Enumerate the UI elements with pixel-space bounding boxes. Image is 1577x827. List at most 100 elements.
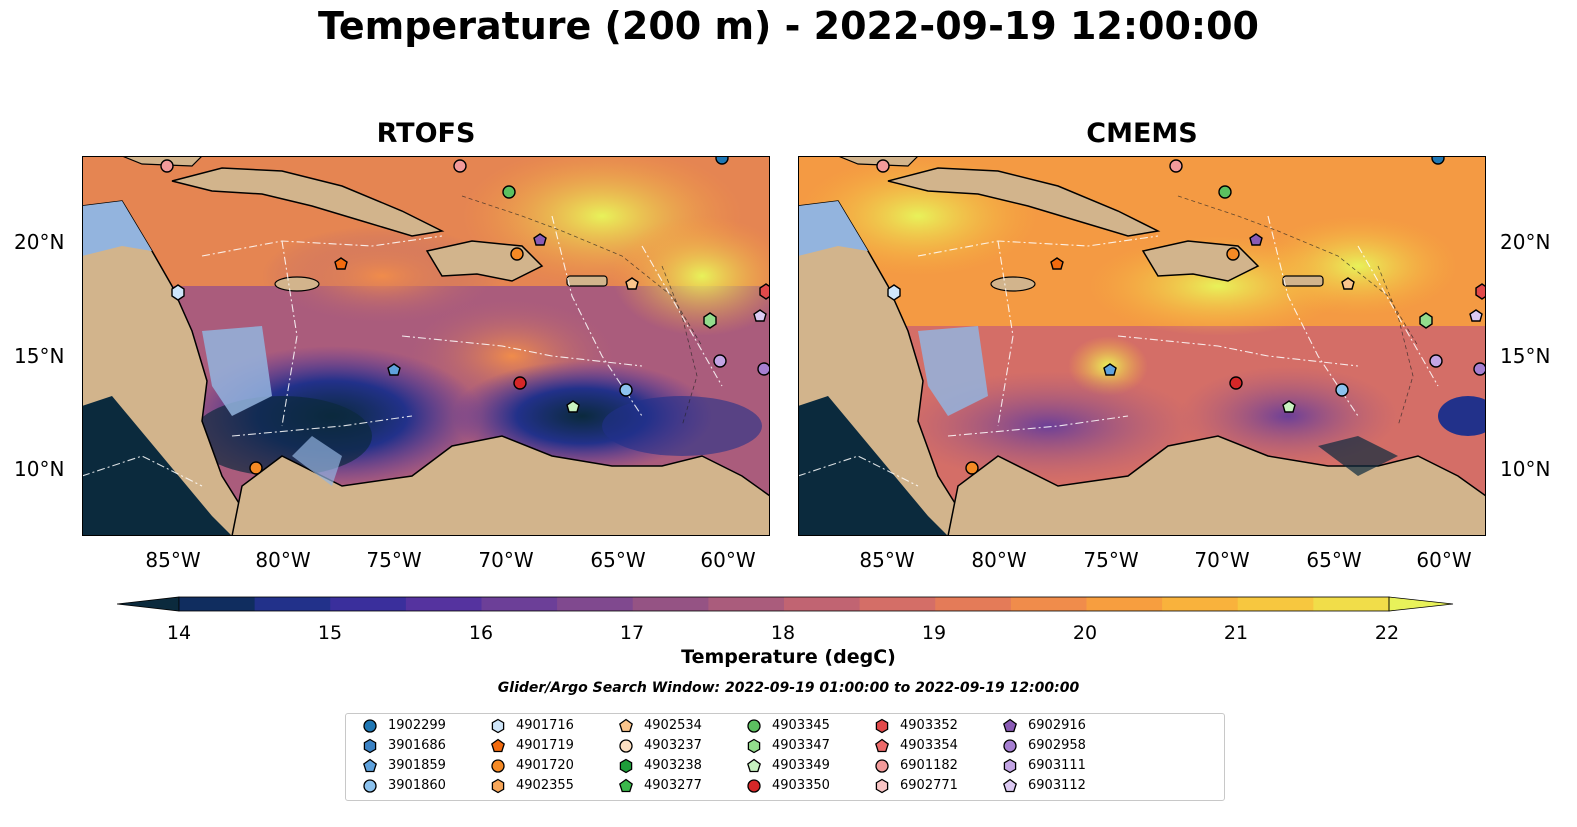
colorbar-segment — [405, 597, 482, 611]
legend-item-label: 4903277 — [644, 778, 702, 793]
float-marker[interactable] — [387, 363, 401, 376]
float-marker[interactable] — [510, 247, 524, 261]
float-marker[interactable] — [715, 156, 729, 165]
float-marker[interactable] — [759, 283, 770, 300]
lat-label-left: 15°N — [14, 344, 65, 368]
legend-item-label: 6903112 — [1028, 778, 1086, 793]
lon-label: 80°W — [971, 548, 1027, 572]
colorbar-segment — [179, 597, 256, 611]
float-marker[interactable] — [1431, 156, 1445, 165]
float-marker[interactable] — [334, 257, 348, 270]
lon-label: 85°W — [145, 548, 201, 572]
float-marker[interactable] — [1282, 400, 1296, 413]
colorbar-segment — [1010, 597, 1087, 611]
jamaica-land — [990, 276, 1036, 292]
legend-item-label: 3901860 — [388, 778, 446, 793]
hexagon-marker-icon — [363, 738, 377, 754]
float-marker[interactable] — [533, 233, 547, 246]
legend-item-label: 1902299 — [388, 718, 446, 733]
cmems-map-canvas — [798, 156, 1486, 536]
colorbar-label: Temperature (degC) — [681, 646, 896, 668]
jamaica-land — [274, 276, 320, 292]
legend-item-label: 4903237 — [644, 738, 702, 753]
colorbar-segment — [1086, 597, 1163, 611]
pentagon-marker-icon — [747, 758, 761, 773]
colorbar-segment — [859, 597, 936, 611]
float-marker[interactable] — [502, 185, 516, 199]
pentagon-marker-icon — [1003, 778, 1017, 793]
float-marker[interactable] — [453, 159, 467, 173]
float-marker[interactable] — [1229, 376, 1243, 390]
rtofs-map[interactable] — [82, 156, 770, 536]
colorbar-segment — [1237, 597, 1314, 611]
circle-marker-icon — [1003, 739, 1017, 753]
lat-label-right: 15°N — [1500, 344, 1551, 368]
figure-title: Temperature (200 m) - 2022-09-19 12:00:0… — [317, 4, 1259, 48]
colorbar-segment — [784, 597, 861, 611]
colorbar-tick: 22 — [1374, 622, 1400, 644]
float-marker[interactable] — [1419, 312, 1433, 329]
pentagon-marker-icon — [491, 738, 505, 753]
circle-marker-icon — [491, 759, 505, 773]
float-marker[interactable] — [566, 400, 580, 413]
float-marker[interactable] — [703, 312, 717, 329]
legend-item-label: 6902958 — [1028, 738, 1086, 753]
colorbar-segment — [935, 597, 1012, 611]
float-marker[interactable] — [1169, 159, 1183, 173]
float-marker[interactable] — [249, 461, 263, 475]
colorbar-tick: 14 — [166, 622, 192, 644]
colorbar-segment — [1313, 597, 1390, 611]
legend-item-label: 4903349 — [772, 758, 830, 773]
float-marker[interactable] — [1103, 363, 1117, 376]
colorbar-segment — [632, 597, 709, 611]
float-marker[interactable] — [1475, 283, 1486, 300]
colorbar-tick: 19 — [921, 622, 947, 644]
hexagon-marker-icon — [491, 778, 505, 794]
float-marker[interactable] — [713, 354, 727, 368]
float-marker[interactable] — [1469, 309, 1483, 322]
legend-item-label: 4903238 — [644, 758, 702, 773]
legend-item-label: 6902771 — [900, 778, 958, 793]
lon-label: 60°W — [1416, 548, 1472, 572]
float-marker[interactable] — [965, 461, 979, 475]
float-marker[interactable] — [753, 309, 767, 322]
float-marker[interactable] — [887, 284, 901, 301]
south-america-land — [947, 435, 1486, 536]
lon-label: 75°W — [1083, 548, 1139, 572]
colorbar-segment — [481, 597, 558, 611]
lon-label: 85°W — [859, 548, 915, 572]
float-marker[interactable] — [757, 362, 770, 376]
float-marker[interactable] — [1429, 354, 1443, 368]
float-marker[interactable] — [1341, 277, 1355, 290]
lon-label: 80°W — [255, 548, 311, 572]
float-marker[interactable] — [160, 159, 174, 173]
cmems-map[interactable] — [798, 156, 1486, 536]
float-marker[interactable] — [876, 159, 890, 173]
float-marker[interactable] — [1473, 362, 1486, 376]
float-marker[interactable] — [513, 376, 527, 390]
pentagon-marker-icon — [619, 778, 633, 793]
lat-label-right: 10°N — [1500, 457, 1551, 481]
float-marker[interactable] — [171, 284, 185, 301]
panel-title-cmems: CMEMS — [1086, 118, 1198, 149]
pentagon-marker-icon — [363, 758, 377, 773]
colorbar-segment — [708, 597, 785, 611]
legend-item-label: 4903347 — [772, 738, 830, 753]
float-marker[interactable] — [1218, 185, 1232, 199]
float-marker[interactable] — [1249, 233, 1263, 246]
colorbar-tick: 20 — [1072, 622, 1098, 644]
float-marker[interactable] — [625, 277, 639, 290]
rtofs-map-canvas — [82, 156, 770, 536]
lon-label: 65°W — [1306, 548, 1362, 572]
panel-title-rtofs: RTOFS — [376, 118, 476, 149]
legend-item-label: 6901182 — [900, 758, 958, 773]
float-marker[interactable] — [1335, 383, 1349, 397]
circle-marker-icon — [875, 759, 889, 773]
circle-marker-icon — [363, 719, 377, 733]
search-window-text: Glider/Argo Search Window: 2022-09-19 01… — [497, 680, 1080, 696]
float-marker[interactable] — [619, 383, 633, 397]
float-markers — [160, 156, 770, 475]
float-marker[interactable] — [1226, 247, 1240, 261]
float-marker[interactable] — [1050, 257, 1064, 270]
legend-item-label: 4901719 — [516, 738, 574, 753]
